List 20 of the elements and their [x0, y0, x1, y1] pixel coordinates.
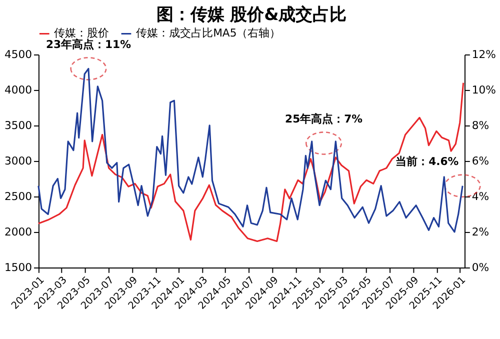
y-tick-label: 1500	[4, 260, 32, 274]
y-tick-label: 2000	[4, 225, 32, 238]
y2-tick-label: 2%	[472, 225, 490, 238]
annotation: 25年高点：7%	[285, 112, 363, 126]
chart-title: 图：传媒 股价&成交占比	[156, 4, 347, 24]
annotation: 23年高点：11%	[46, 38, 132, 51]
y2-tick-label: 8%	[472, 118, 490, 132]
line-series	[38, 82, 464, 242]
y2-tick-label: 0%	[472, 260, 490, 274]
y-tick-label: 2500	[4, 190, 32, 203]
annotation: 当前：4.6%	[396, 155, 459, 168]
y2-tick-label: 6%	[472, 154, 490, 168]
y-tick-label: 4500	[4, 48, 32, 61]
y-tick-label: 3000	[4, 154, 32, 168]
legend-label: 传媒：成交占比MA5（右轴）	[136, 26, 281, 40]
y2-tick-label: 10%	[472, 83, 496, 96]
y-tick-label: 3500	[4, 118, 32, 132]
y-tick-label: 4000	[4, 83, 32, 96]
y2-tick-label: 12%	[472, 48, 496, 61]
legend-label: 传媒：股价	[54, 26, 110, 40]
